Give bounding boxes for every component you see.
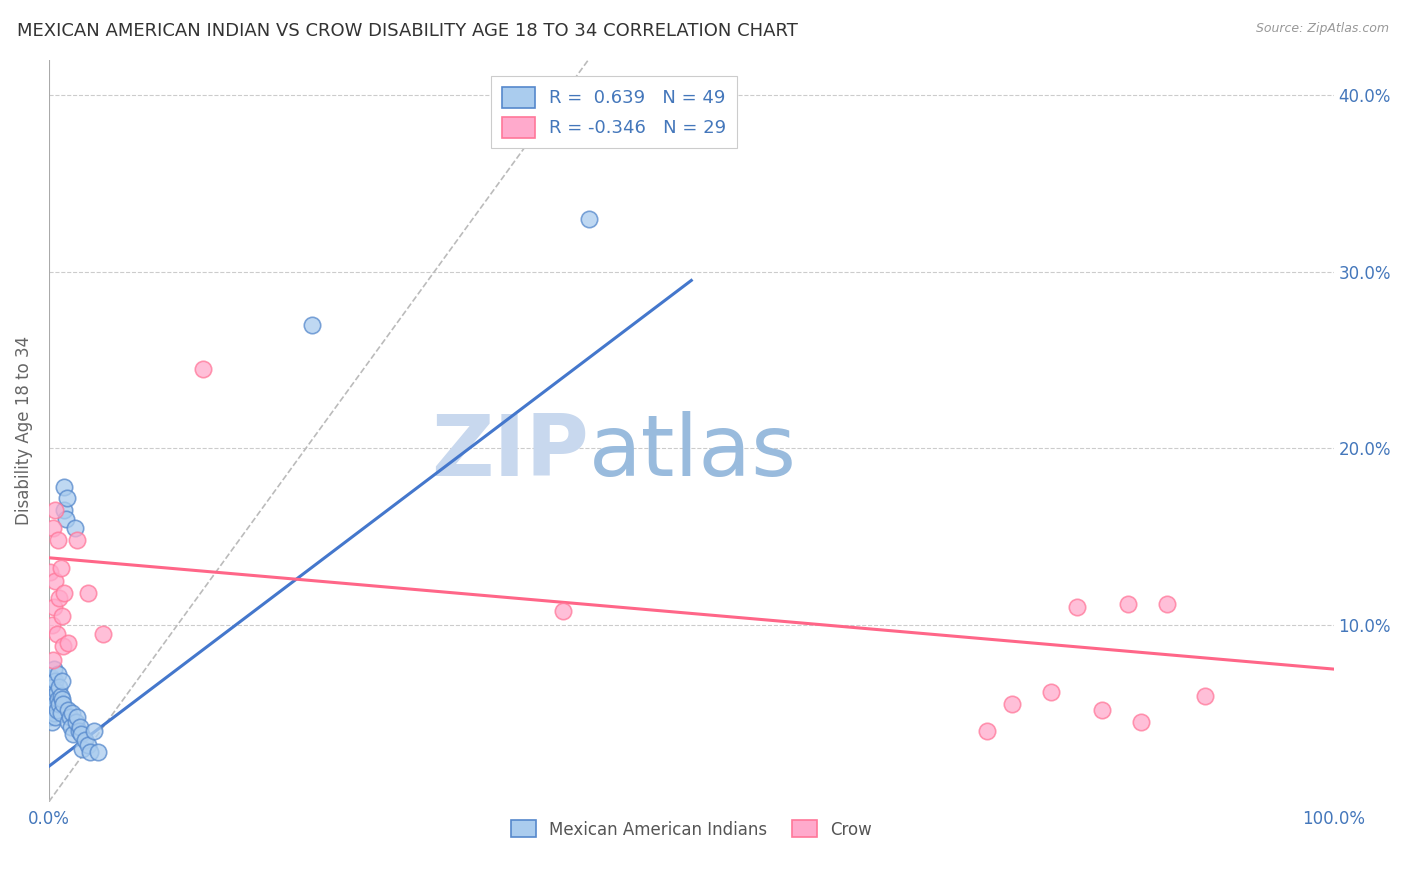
Point xyxy=(42,653,65,667)
Point xyxy=(1091,703,1114,717)
Point xyxy=(63,521,86,535)
Point xyxy=(46,667,69,681)
Point xyxy=(1156,597,1178,611)
Point xyxy=(76,738,98,752)
Point xyxy=(58,715,80,730)
Point xyxy=(1129,715,1152,730)
Text: ZIP: ZIP xyxy=(430,411,589,494)
Point xyxy=(48,680,70,694)
Point xyxy=(67,723,90,738)
Point xyxy=(44,698,66,712)
Point xyxy=(578,211,600,226)
Point xyxy=(49,706,72,721)
Point xyxy=(1001,698,1024,712)
Point xyxy=(69,720,91,734)
Point xyxy=(53,586,76,600)
Point xyxy=(45,703,67,717)
Point xyxy=(42,692,65,706)
Point xyxy=(53,480,76,494)
Point xyxy=(51,609,73,624)
Point xyxy=(83,723,105,738)
Point xyxy=(44,574,66,588)
Point xyxy=(42,689,65,703)
Point xyxy=(42,662,65,676)
Point xyxy=(52,639,75,653)
Point xyxy=(46,533,69,548)
Point xyxy=(52,698,75,712)
Point xyxy=(62,727,84,741)
Point xyxy=(39,565,62,579)
Point xyxy=(70,727,93,741)
Point xyxy=(46,692,69,706)
Point xyxy=(1040,685,1063,699)
Point xyxy=(42,680,65,694)
Point xyxy=(301,318,323,332)
Legend: Mexican American Indians, Crow: Mexican American Indians, Crow xyxy=(503,814,879,846)
Y-axis label: Disability Age 18 to 34: Disability Age 18 to 34 xyxy=(15,336,32,525)
Point xyxy=(58,710,80,724)
Point xyxy=(42,703,65,717)
Point xyxy=(41,715,63,730)
Point xyxy=(191,361,214,376)
Point xyxy=(39,698,62,712)
Point xyxy=(65,715,87,730)
Text: MEXICAN AMERICAN INDIAN VS CROW DISABILITY AGE 18 TO 34 CORRELATION CHART: MEXICAN AMERICAN INDIAN VS CROW DISABILI… xyxy=(17,22,797,40)
Point xyxy=(45,685,67,699)
Point xyxy=(1116,597,1139,611)
Text: Source: ZipAtlas.com: Source: ZipAtlas.com xyxy=(1256,22,1389,36)
Point xyxy=(42,706,65,721)
Point xyxy=(39,710,62,724)
Point xyxy=(60,706,83,721)
Point xyxy=(1194,689,1216,703)
Point xyxy=(73,732,96,747)
Point xyxy=(59,720,82,734)
Point xyxy=(44,674,66,689)
Point xyxy=(42,521,65,535)
Point xyxy=(49,561,72,575)
Point xyxy=(41,685,63,699)
Point xyxy=(51,692,73,706)
Point xyxy=(58,703,80,717)
Point xyxy=(56,491,79,505)
Point xyxy=(45,626,67,640)
Point xyxy=(72,741,94,756)
Point xyxy=(66,533,89,548)
Point xyxy=(91,626,114,640)
Point xyxy=(76,586,98,600)
Point xyxy=(51,674,73,689)
Point xyxy=(44,710,66,724)
Point xyxy=(49,689,72,703)
Point xyxy=(79,745,101,759)
Point xyxy=(53,503,76,517)
Text: atlas: atlas xyxy=(589,411,797,494)
Point xyxy=(41,671,63,685)
Point xyxy=(48,591,70,606)
Point xyxy=(66,710,89,724)
Point xyxy=(41,618,63,632)
Point xyxy=(58,635,80,649)
Point xyxy=(551,604,574,618)
Point xyxy=(1066,600,1088,615)
Point xyxy=(44,503,66,517)
Point xyxy=(42,600,65,615)
Point xyxy=(976,723,998,738)
Point xyxy=(55,512,77,526)
Point xyxy=(48,698,70,712)
Point xyxy=(87,745,110,759)
